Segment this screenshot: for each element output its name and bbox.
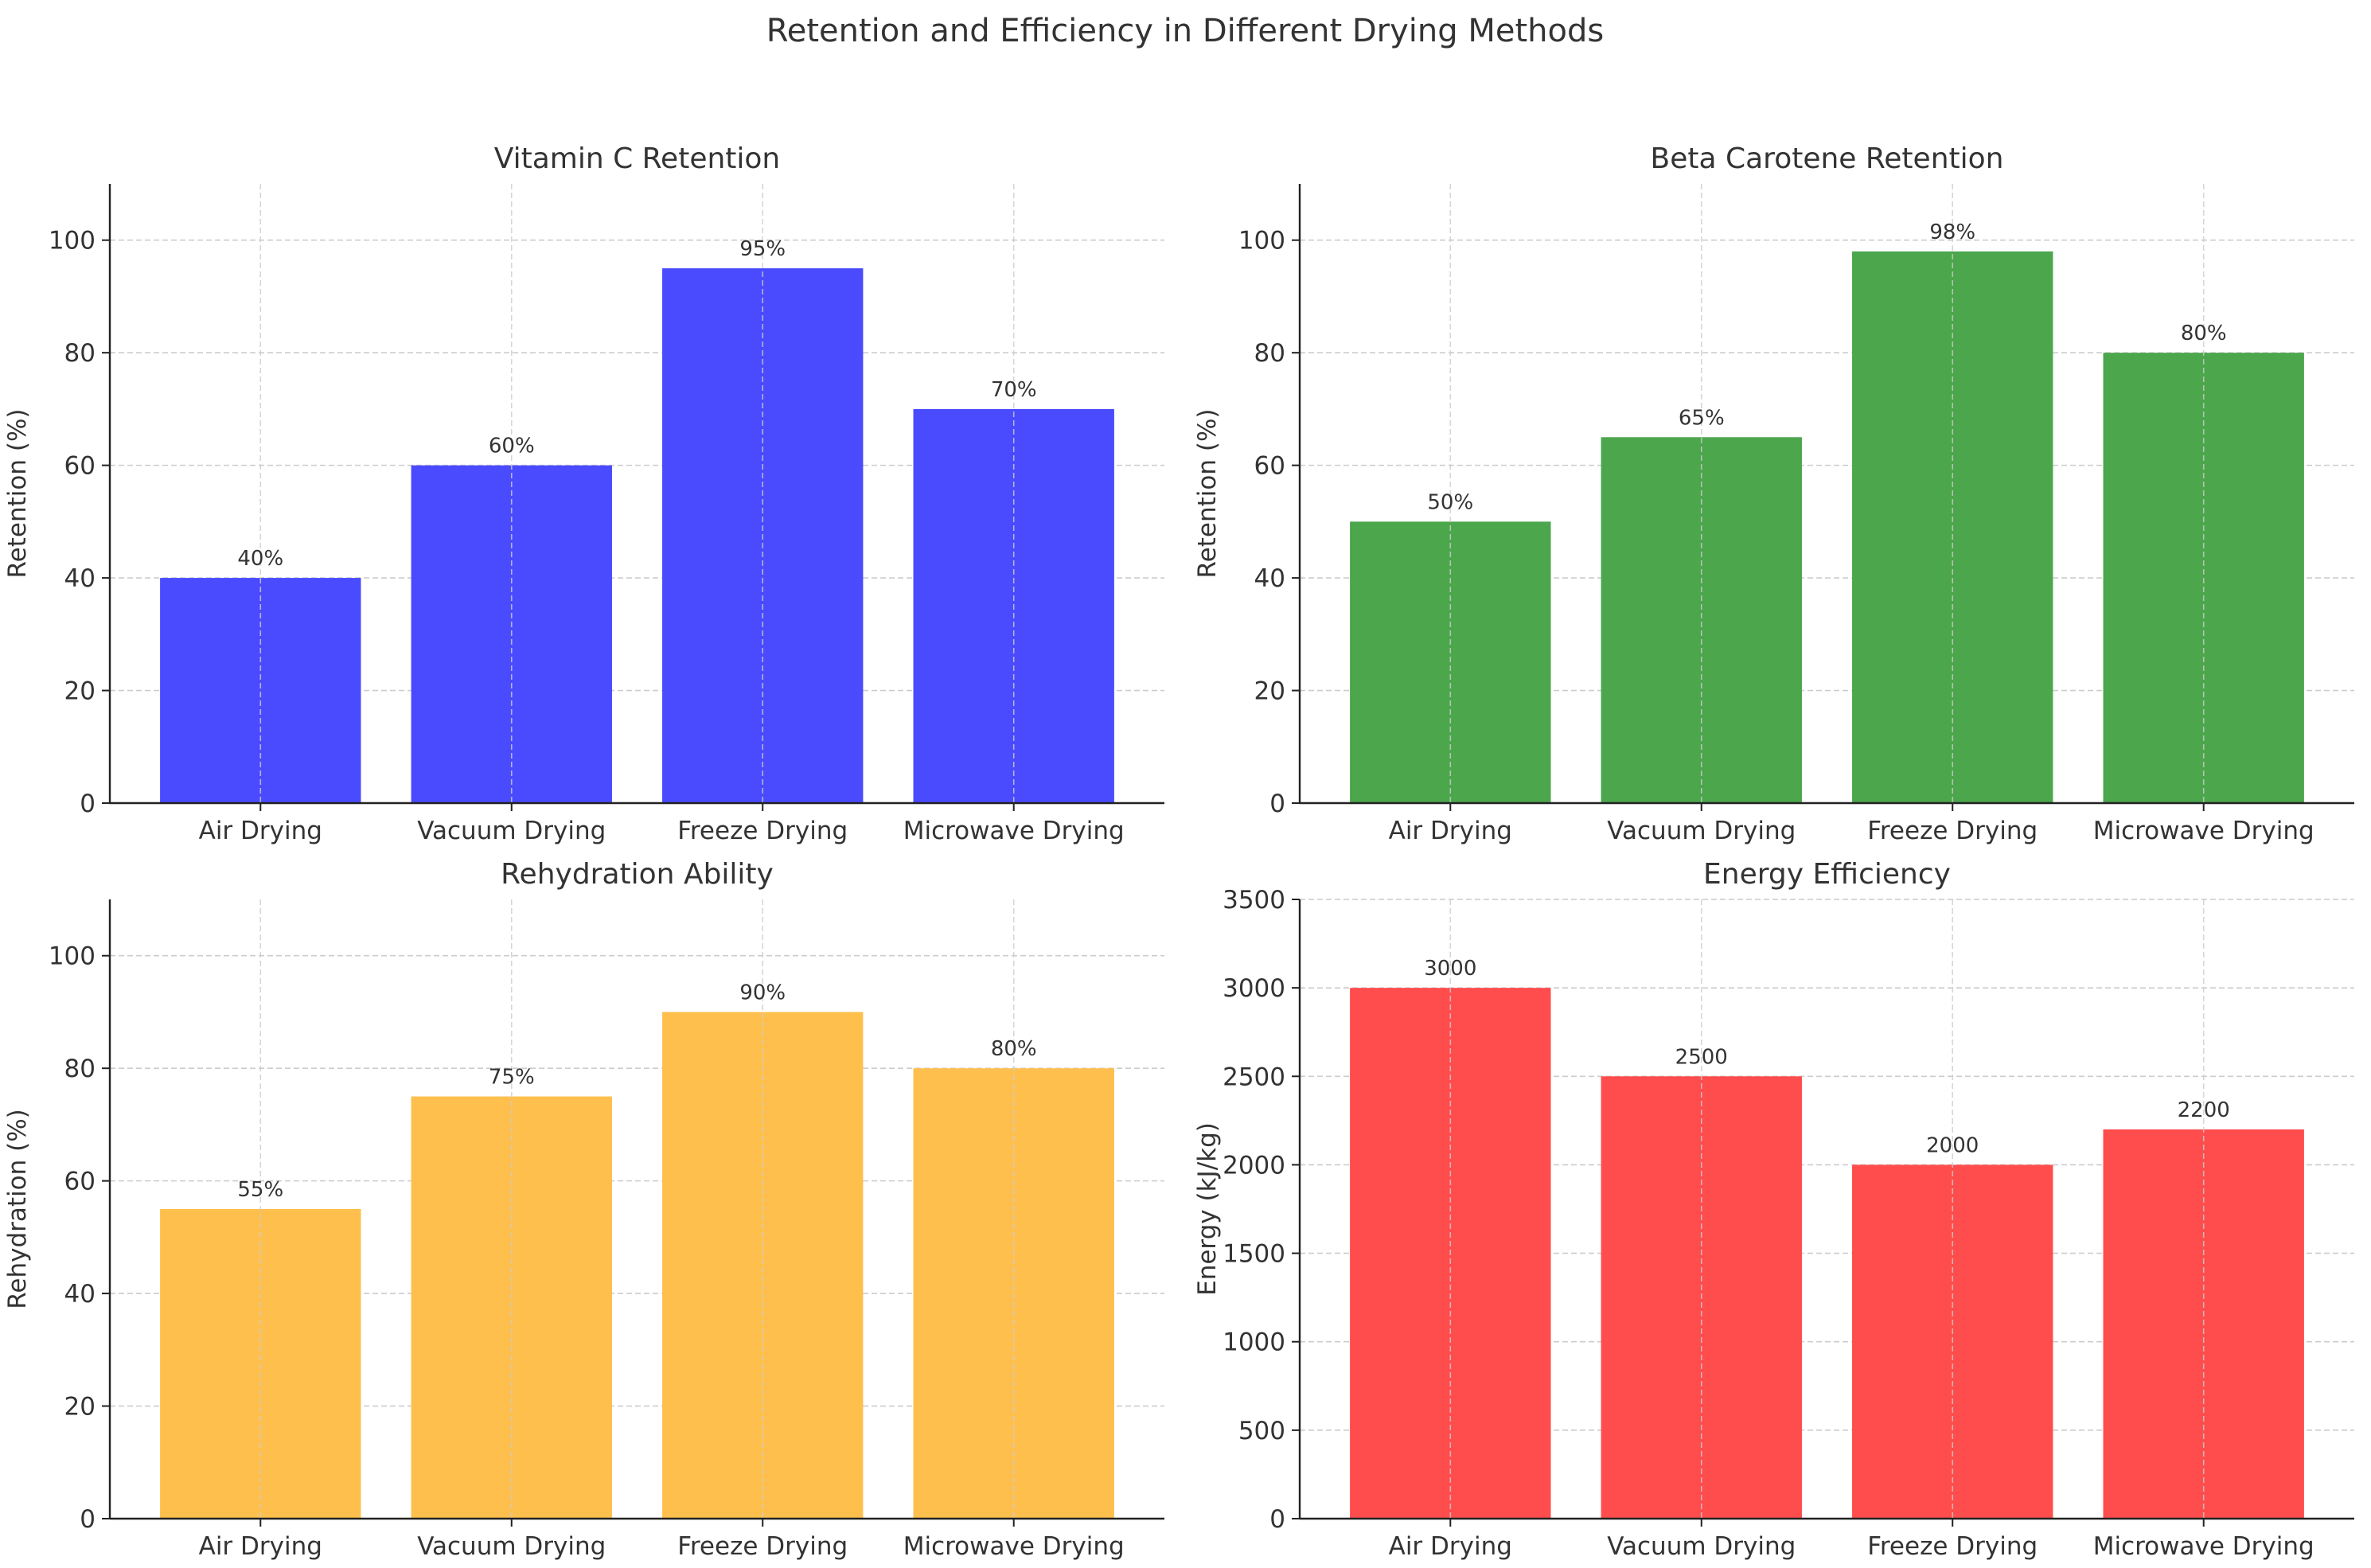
bar-value-label: 98% (1929, 220, 1975, 244)
x-tick-label: Air Drying (1389, 1532, 1512, 1561)
bar-value-label: 55% (237, 1178, 283, 1202)
y-tick-label: 500 (1238, 1417, 1285, 1445)
x-tick-label: Vacuum Drying (417, 1532, 606, 1561)
chart-rehydration: Rehydration Ability 55% 75% 90% 80% 0 20 40 60 80… (3, 858, 1164, 1561)
y-tick-label: 20 (1254, 677, 1285, 706)
bar-value-label: 2200 (2178, 1098, 2230, 1122)
chart-beta-carotene: Beta Carotene Retention 50% 65% 98% 80% 0 20 40… (1193, 142, 2354, 845)
bar-value-label: 80% (991, 1037, 1037, 1061)
x-tick-label: Freeze Drying (677, 817, 848, 845)
x-tick-label: Vacuum Drying (417, 817, 606, 845)
y-tick-label: 80 (64, 339, 96, 368)
x-tick-label: Freeze Drying (677, 1532, 848, 1561)
bar-air-drying (160, 578, 361, 803)
x-tick-label: Air Drying (199, 1532, 322, 1561)
bar-value-label: 2000 (1926, 1133, 1979, 1157)
bar-value-label: 3000 (1424, 957, 1476, 981)
y-tick-label: 0 (1269, 1505, 1285, 1534)
bar-value-label: 2500 (1675, 1045, 1728, 1069)
y-tick-label: 60 (64, 452, 96, 481)
chart-title: Beta Carotene Retention (1651, 142, 2004, 175)
y-axis-label: Retention (%) (1193, 409, 1222, 579)
bar-vacuum-drying (1601, 437, 1802, 803)
y-tick-label: 40 (64, 564, 96, 593)
x-tick-label: Vacuum Drying (1607, 1532, 1796, 1561)
x-tick-label: Microwave Drying (2093, 1532, 2314, 1561)
y-tick-label: 40 (64, 1280, 96, 1309)
y-tick-label: 0 (80, 1505, 96, 1534)
y-tick-label: 100 (49, 227, 96, 255)
x-tick-label: Freeze Drying (1867, 817, 2038, 845)
x-tick-label: Air Drying (1389, 817, 1512, 845)
figure-title: Retention and Efficiency in Different Dr… (766, 13, 1604, 49)
y-tick-label: 60 (1254, 452, 1285, 481)
y-tick-label: 0 (80, 790, 96, 818)
y-tick-label: 80 (1254, 339, 1285, 368)
bar-value-label: 50% (1427, 490, 1473, 514)
y-axis-label: Retention (%) (3, 409, 32, 579)
bar-value-label: 65% (1679, 406, 1725, 430)
chart-title: Energy Efficiency (1703, 858, 1951, 891)
chart-title: Vitamin C Retention (494, 142, 781, 175)
y-tick-label: 40 (1254, 564, 1285, 593)
y-tick-label: 20 (64, 1393, 96, 1422)
y-tick-label: 60 (64, 1168, 96, 1196)
x-tick-label: Microwave Drying (903, 1532, 1125, 1561)
x-tick-label: Air Drying (199, 817, 322, 845)
bar-value-label: 60% (489, 435, 535, 458)
bar-value-label: 80% (2181, 322, 2227, 345)
y-tick-label: 3000 (1223, 974, 1285, 1003)
y-tick-label: 100 (49, 942, 96, 971)
chart-title: Rehydration Ability (501, 858, 774, 891)
y-tick-label: 1000 (1223, 1328, 1285, 1357)
bar-value-label: 75% (489, 1066, 535, 1090)
y-tick-label: 100 (1238, 227, 1285, 255)
y-tick-label: 0 (1269, 790, 1285, 818)
chart-vitamin-c: Vitamin C Retention 40% 60% 95% 70% 0 20 40 60 80… (3, 142, 1164, 845)
bar-value-label: 90% (739, 981, 786, 1004)
x-tick-label: Microwave Drying (2093, 817, 2314, 845)
x-tick-label: Vacuum Drying (1607, 817, 1796, 845)
bar-value-label: 70% (991, 378, 1037, 402)
bar-value-label: 95% (739, 237, 786, 261)
y-tick-label: 1500 (1223, 1240, 1285, 1269)
y-tick-label: 2000 (1223, 1151, 1285, 1180)
y-tick-label: 3500 (1223, 886, 1285, 915)
y-tick-label: 20 (64, 677, 96, 706)
x-tick-label: Freeze Drying (1867, 1532, 2038, 1561)
bar-value-label: 40% (237, 547, 283, 571)
chart-energy-efficiency: Energy Efficiency 3000 2500 2000 2200 0 500 100… (1193, 858, 2354, 1561)
y-tick-label: 80 (64, 1055, 96, 1083)
x-tick-label: Microwave Drying (903, 817, 1125, 845)
y-axis-label: Energy (kJ/kg) (1193, 1122, 1222, 1296)
y-tick-label: 2500 (1223, 1063, 1285, 1091)
y-axis-label: Rehydration (%) (3, 1109, 32, 1309)
